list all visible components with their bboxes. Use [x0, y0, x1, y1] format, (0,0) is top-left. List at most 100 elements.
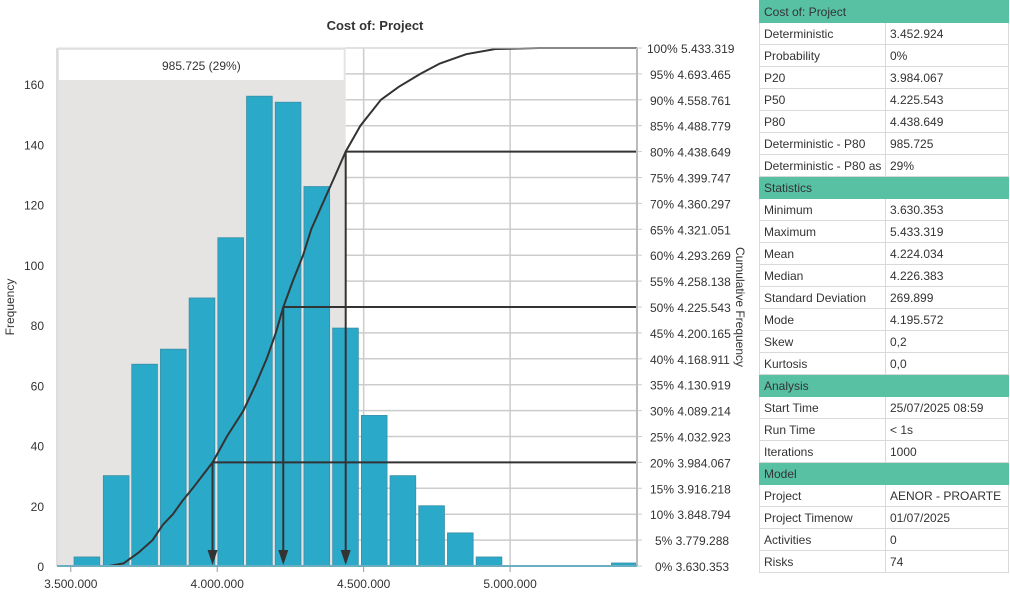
- y2-tick-label: 15% 3.916.218: [650, 482, 731, 496]
- table-row: Probability 0%: [759, 44, 1009, 67]
- y-tick-label: 0: [37, 560, 44, 574]
- table-row: P50 4.225.543: [759, 88, 1009, 111]
- y-tick-label: 120: [24, 199, 44, 213]
- row-key: Risks: [759, 550, 886, 573]
- row-key: Start Time: [759, 396, 886, 419]
- row-value: 4.225.543: [885, 88, 1009, 111]
- row-key: Deterministic - P80 as: [759, 154, 886, 177]
- x-tick-label: 5.000.000: [483, 577, 537, 591]
- y2-tick-label: 0% 3.630.353: [655, 560, 729, 574]
- histogram-chart: 985.725 (29%) 100% 5.433.319 95% 4.693.46…: [3, 18, 747, 591]
- histogram-bar: [303, 186, 331, 567]
- histogram-bar: [131, 363, 158, 567]
- row-value: 4.438.649: [885, 110, 1009, 133]
- row-key: Standard Deviation: [759, 286, 886, 309]
- row-value: 74: [885, 550, 1009, 573]
- arrow-down-icon: [278, 550, 289, 565]
- histogram-bar: [389, 475, 417, 567]
- y2-tick-label: 10% 3.848.794: [650, 508, 731, 522]
- table-row: Deterministic 3.452.924: [759, 22, 1009, 45]
- section-title: Analysis: [759, 374, 1009, 397]
- y2-tick-label: 60% 4.293.269: [650, 249, 731, 263]
- row-key: Run Time: [759, 418, 886, 441]
- y-tick-label: 60: [31, 379, 45, 393]
- y-tick-label: 40: [31, 440, 45, 454]
- row-value: 5.433.319: [885, 220, 1009, 243]
- summary-panel: Cost of: Project Deterministic 3.452.924 Pr…: [759, 0, 1009, 573]
- row-key: Minimum: [759, 198, 886, 221]
- arrow-down-icon: [340, 550, 351, 565]
- y2-tick-label: 85% 4.488.779: [650, 120, 731, 134]
- row-value: 29%: [885, 154, 1009, 177]
- row-key: Iterations: [759, 440, 886, 463]
- y2-axis-label: Cumulative Frequency: [733, 247, 747, 367]
- y2-tick-label: 35% 4.130.919: [650, 379, 731, 393]
- table-row: P20 3.984.067: [759, 66, 1009, 89]
- row-key: Probability: [759, 44, 886, 67]
- table-row: Skew 0,2: [759, 330, 1009, 353]
- histogram-bar: [217, 237, 244, 567]
- row-value: 3.630.353: [885, 198, 1009, 221]
- row-key: Deterministic - P80: [759, 132, 886, 155]
- row-key: Project: [759, 484, 886, 507]
- region-label: 985.725 (29%): [162, 59, 241, 73]
- x-tick-label: 4.000.000: [191, 577, 245, 591]
- row-value: 0,2: [885, 330, 1009, 353]
- y2-tick-label: 45% 4.200.165: [650, 327, 731, 341]
- table-row: Kurtosis 0,0: [759, 352, 1009, 375]
- y2-tick-label: 55% 4.258.138: [650, 275, 731, 289]
- table-row: Maximum 5.433.319: [759, 220, 1009, 243]
- row-value: 4.224.034: [885, 242, 1009, 265]
- y2-tick-label: 65% 4.321.051: [650, 223, 731, 237]
- y2-tick-label: 95% 4.693.465: [650, 68, 731, 82]
- table-row: Deterministic - P80 as 29%: [759, 154, 1009, 177]
- row-value: 01/07/2025: [885, 506, 1009, 529]
- row-value: 25/07/2025 08:59: [885, 396, 1009, 419]
- row-key: P80: [759, 110, 886, 133]
- x-tick-label: 4.500.000: [337, 577, 391, 591]
- section-header: Model: [759, 462, 1009, 485]
- row-key: Maximum: [759, 220, 886, 243]
- table-row: Deterministic - P80 985.725: [759, 132, 1009, 155]
- section-title: Statistics: [759, 176, 1009, 199]
- y-tick-label: 140: [24, 138, 44, 152]
- y2-tick-label: 5% 3.779.288: [655, 534, 729, 548]
- histogram-bar: [160, 348, 187, 567]
- section-header: Cost of: Project: [759, 0, 1009, 23]
- row-key: Kurtosis: [759, 352, 886, 375]
- row-key: P20: [759, 66, 886, 89]
- table-row: P80 4.438.649: [759, 110, 1009, 133]
- table-row: Project AENOR - PROARTE: [759, 484, 1009, 507]
- row-key: Mode: [759, 308, 886, 331]
- row-value: AENOR - PROARTE: [885, 484, 1009, 507]
- y-axis-label: Frequency: [3, 279, 17, 336]
- y2-tick-label: 50% 4.225.543: [650, 301, 731, 315]
- cumulative-curve: [57, 47, 637, 567]
- table-row: Standard Deviation 269.899: [759, 286, 1009, 309]
- histogram-bar: [274, 101, 302, 567]
- summary-table: Cost of: Project Deterministic 3.452.924 Pr…: [759, 0, 1009, 573]
- y2-tick-label: 20% 3.984.067: [650, 456, 731, 470]
- histogram-bar: [475, 556, 503, 567]
- row-key: Mean: [759, 242, 886, 265]
- row-key: P50: [759, 88, 886, 111]
- y2-tick-label: 100% 5.433.319: [647, 42, 735, 56]
- row-value: 985.725: [885, 132, 1009, 155]
- table-row: Project Timenow 01/07/2025: [759, 506, 1009, 529]
- table-row: Mean 4.224.034: [759, 242, 1009, 265]
- chart-title: Cost of: Project: [327, 18, 424, 33]
- table-row: Risks 74: [759, 550, 1009, 573]
- histogram-bar: [102, 475, 130, 567]
- row-key: Median: [759, 264, 886, 287]
- y2-tick-label: 90% 4.558.761: [650, 94, 731, 108]
- histogram-bar: [447, 532, 474, 567]
- section-title: Model: [759, 462, 1009, 485]
- row-value: 0,0: [885, 352, 1009, 375]
- x-tick-label: 3.500.000: [44, 577, 98, 591]
- histogram-bar: [188, 297, 216, 567]
- table-row: Iterations 1000: [759, 440, 1009, 463]
- row-value: 1000: [885, 440, 1009, 463]
- row-value: 0%: [885, 44, 1009, 67]
- row-key: Deterministic: [759, 22, 886, 45]
- table-row: Median 4.226.383: [759, 264, 1009, 287]
